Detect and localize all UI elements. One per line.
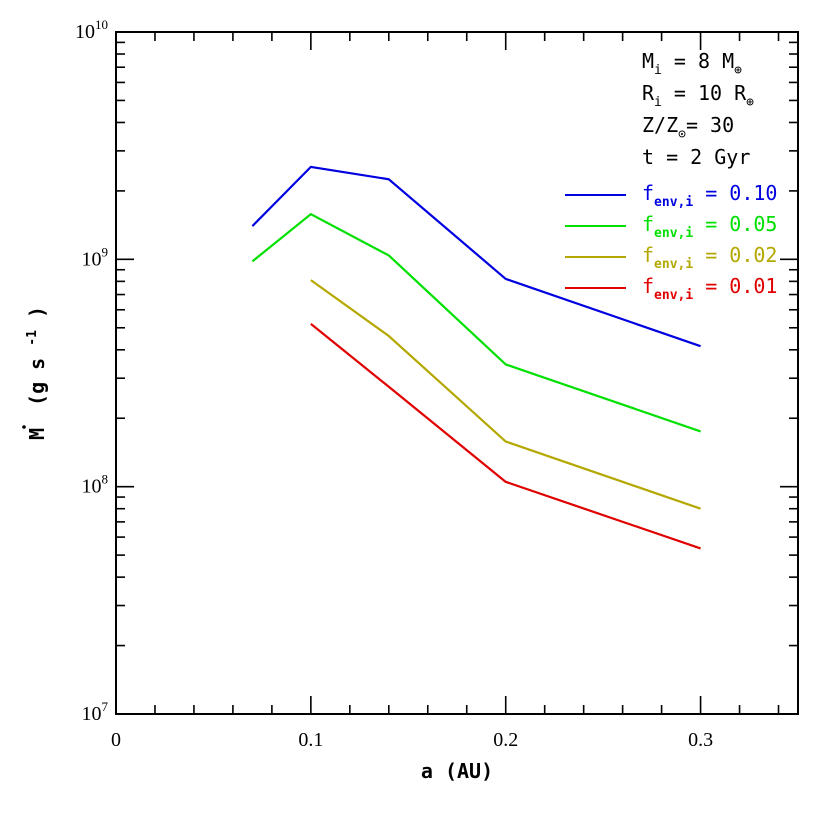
svg-text:M (g s -1 ): M (g s -1 ) [17,306,49,440]
series-lines [251,165,701,550]
x-axis-title: a (AU) [421,759,493,783]
x-tick-label: 0 [111,729,121,751]
annotation-line: t = 2 Gyr [642,145,750,169]
y-tick-labels: 107 108 109 1010 [75,17,109,725]
y-axis-title-close: ) [25,306,49,318]
x-tick-label: 0.3 [688,729,713,751]
annotations: Mi = 8 M⊕ Ri = 10 R⊕ Z/Z⊙= 30 t = 2 Gyr [642,49,754,169]
y-tick-label: 1010 [75,17,108,43]
annotation-line: Z/Z⊙= 30 [642,113,734,142]
y-axis-title-exp: -1 [25,330,40,346]
x-tick-label: 0.2 [493,729,518,751]
plot-frame [115,31,799,715]
legend-label: fenv,i = 0.02 [642,243,777,272]
axis-ticks [115,32,798,715]
annotation-line: Ri = 10 R⊕ [642,81,754,110]
y-axis-title: M (g s -1 ) [17,306,49,440]
series-line-3 [310,323,701,550]
legend-label: fenv,i = 0.10 [642,181,777,210]
series-line-0 [251,165,701,348]
legend-label: fenv,i = 0.05 [642,212,777,241]
y-axis-title-units: (g s [25,358,49,406]
y-axis-title-main: M [25,428,49,440]
y-axis-title-dot [22,425,26,429]
x-tick-label: 0.1 [298,729,323,751]
y-tick-label: 107 [82,699,109,725]
x-tick-labels: 0 0.1 0.2 0.3 [111,729,713,751]
legend-label: fenv,i = 0.01 [642,274,777,303]
y-tick-label: 108 [82,472,109,498]
annotation-line: Mi = 8 M⊕ [642,49,742,78]
series-line-2 [310,279,701,510]
y-tick-label: 109 [82,244,109,270]
